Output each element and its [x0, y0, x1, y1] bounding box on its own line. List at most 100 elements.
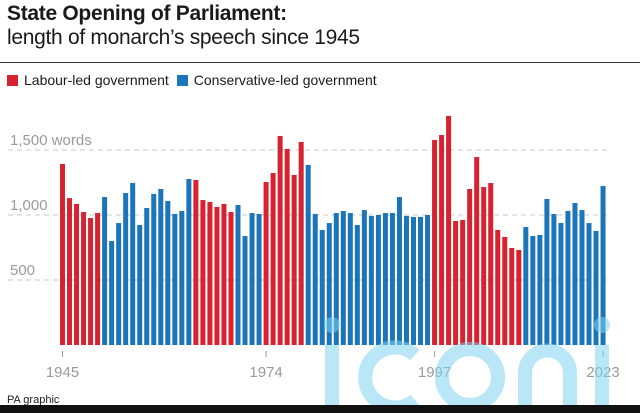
- bar-conservative: [179, 210, 185, 345]
- x-tick-label: 1945: [46, 364, 79, 381]
- bar-conservative: [319, 229, 325, 345]
- bar-labour: [516, 249, 522, 345]
- bar-conservative: [537, 235, 543, 345]
- x-tick-label: 1974: [249, 364, 282, 381]
- bar-labour: [291, 174, 297, 345]
- bar-conservative: [361, 210, 367, 345]
- header-divider: [0, 62, 640, 63]
- bar-conservative: [144, 207, 150, 345]
- source-note: PA graphic: [7, 394, 60, 406]
- bottom-bar: [0, 405, 640, 413]
- y-tick-label: 1,000: [10, 197, 48, 214]
- bar-labour: [277, 135, 283, 345]
- bar-labour: [453, 220, 459, 345]
- bar-conservative: [312, 213, 318, 345]
- legend-item-labour: Labour-led government: [7, 72, 169, 88]
- bar-labour: [502, 236, 508, 345]
- bar-conservative: [396, 197, 402, 345]
- bar-conservative: [375, 215, 381, 345]
- bar-labour: [81, 212, 87, 345]
- bar-labour: [439, 135, 445, 345]
- bar-conservative: [411, 216, 416, 345]
- x-axis: 1945 1974 1997 2023: [46, 351, 620, 381]
- bar-labour: [214, 206, 220, 345]
- bar-conservative: [158, 189, 164, 345]
- bar-labour: [298, 141, 304, 345]
- bar-conservative: [326, 223, 332, 345]
- bar-conservative: [558, 223, 564, 345]
- bar-conservative: [172, 213, 178, 345]
- bar-chart: 500 1,000 1,500 words 1945 1974 1997 2023: [8, 115, 620, 381]
- legend-label-conservative: Conservative-led government: [193, 72, 377, 88]
- chart-title: State Opening of Parliament:: [7, 2, 287, 25]
- legend-label-labour: Labour-led government: [24, 72, 169, 88]
- bar-labour: [263, 181, 269, 345]
- bar-labour: [495, 229, 501, 345]
- bar-labour: [200, 200, 206, 345]
- bar-labour: [60, 164, 65, 345]
- bar-labour: [488, 183, 494, 345]
- bar-labour: [481, 187, 487, 345]
- bar-conservative: [102, 197, 108, 345]
- bar-conservative: [544, 199, 550, 345]
- bar-labour: [432, 139, 438, 345]
- bar-labour: [88, 217, 94, 345]
- legend-swatch-conservative: [176, 74, 188, 86]
- bar-labour: [74, 203, 80, 345]
- bar-conservative: [130, 183, 136, 345]
- bar-conservative: [382, 213, 388, 345]
- bar-conservative: [354, 225, 360, 345]
- legend-item-conservative: Conservative-led government: [176, 72, 377, 88]
- bar-conservative: [333, 213, 339, 345]
- bar-labour: [193, 180, 199, 345]
- bar-conservative: [523, 226, 529, 345]
- bar-conservative: [551, 213, 557, 345]
- bar-conservative: [403, 216, 409, 345]
- bar-labour: [95, 213, 101, 345]
- bar-conservative: [256, 213, 262, 345]
- bar-conservative: [109, 241, 115, 345]
- bar-conservative: [389, 213, 395, 345]
- bar-conservative: [425, 215, 431, 345]
- bar-labour: [67, 198, 73, 345]
- bar-conservative: [340, 210, 346, 345]
- x-tick-label: 1997: [418, 364, 451, 381]
- legend-swatch-labour: [7, 74, 18, 86]
- bar-labour: [284, 148, 290, 345]
- bar-conservative: [600, 186, 606, 345]
- bar-conservative: [123, 193, 129, 345]
- bar-conservative: [530, 236, 536, 345]
- bar-labour: [509, 248, 515, 345]
- y-tick-label: 500: [10, 262, 35, 279]
- bar-labour: [270, 173, 276, 345]
- bar-conservative: [347, 213, 353, 345]
- bar-conservative: [593, 230, 599, 345]
- bar-labour: [467, 189, 473, 345]
- bar-labour: [207, 202, 213, 345]
- bar-conservative: [586, 223, 592, 345]
- legend: Labour-led government Conservative-led g…: [7, 72, 385, 88]
- bar-labour: [221, 203, 227, 345]
- bar-labour: [460, 219, 466, 345]
- bar-conservative: [249, 213, 255, 345]
- bar-labour: [446, 115, 452, 345]
- chart-subtitle: length of monarch’s speech since 1945: [7, 26, 360, 49]
- bar-conservative: [186, 178, 192, 345]
- bar-labour: [474, 157, 480, 345]
- bar-conservative: [151, 193, 157, 345]
- bar-conservative: [235, 204, 241, 345]
- x-tick-label: 2023: [586, 364, 619, 381]
- bars: [60, 115, 606, 345]
- bar-conservative: [305, 164, 311, 345]
- bar-conservative: [565, 210, 571, 345]
- bar-labour: [228, 212, 234, 345]
- bar-conservative: [579, 210, 585, 345]
- bar-conservative: [137, 225, 143, 345]
- bar-conservative: [165, 200, 171, 345]
- bar-conservative: [116, 223, 122, 345]
- bar-conservative: [418, 216, 424, 345]
- y-tick-label: 1,500 words: [10, 132, 92, 149]
- bar-conservative: [368, 216, 374, 345]
- bar-conservative: [572, 203, 578, 345]
- bar-conservative: [242, 236, 248, 345]
